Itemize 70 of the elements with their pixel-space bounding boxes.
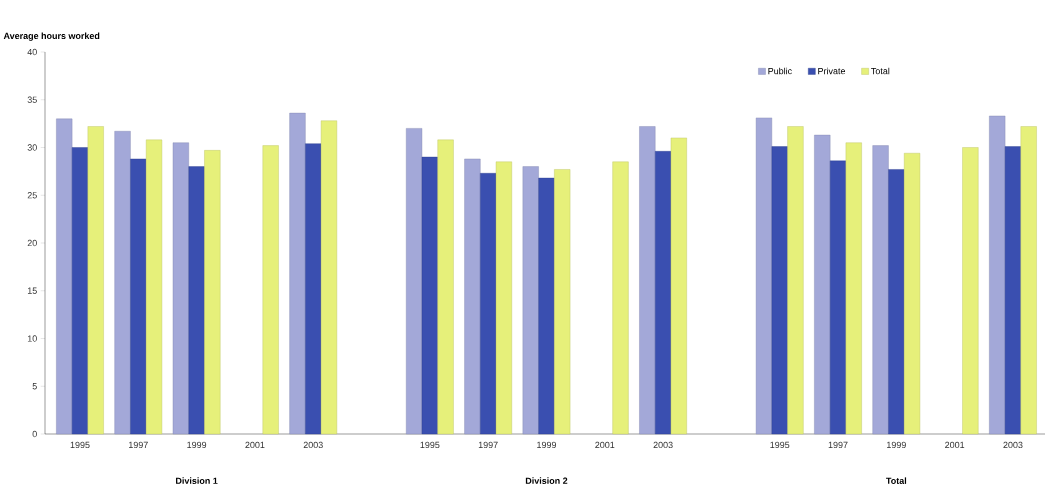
bar	[145, 139, 163, 435]
bar	[130, 158, 147, 435]
legend-label: Public	[768, 67, 792, 75]
bar	[989, 115, 1006, 435]
bar	[962, 147, 979, 435]
x-tick-label: 2003	[303, 441, 323, 449]
bar	[670, 137, 687, 435]
bar	[305, 143, 322, 435]
x-tick-label: 2003	[653, 441, 673, 449]
y-tick-label: 25	[27, 192, 37, 199]
y-tick-label: 5	[32, 383, 37, 390]
x-tick-label: 2001	[945, 441, 965, 449]
y-tick-label: 20	[27, 239, 37, 247]
bar	[71, 147, 89, 435]
x-tick-label: 1999	[187, 441, 207, 449]
bar	[464, 158, 481, 435]
bar	[787, 126, 804, 435]
bar	[87, 126, 104, 435]
x-tick-label: 1995	[70, 441, 90, 449]
bar	[495, 161, 512, 435]
bar	[172, 142, 189, 435]
bar	[655, 151, 672, 435]
bar	[888, 169, 905, 435]
bar	[406, 128, 423, 435]
legend-label: Total	[871, 67, 890, 75]
x-tick-label: 2001	[595, 441, 615, 449]
bar	[320, 120, 338, 435]
y-tick-label: 0	[32, 430, 37, 438]
x-tick-label: 1999	[887, 441, 906, 449]
x-tick-label: 1997	[828, 441, 848, 449]
x-tick-label: 1999	[537, 441, 557, 449]
x-tick-label: 1997	[129, 441, 148, 449]
bar	[845, 142, 862, 435]
x-tick-label: 1997	[478, 441, 498, 449]
y-tick-label: 30	[27, 144, 37, 151]
bar	[771, 146, 788, 435]
x-tick-label: 1995	[770, 441, 790, 449]
x-tick-label: 2001	[245, 441, 265, 449]
y-tick-label: 40	[27, 48, 37, 56]
bar	[538, 177, 555, 435]
bar	[188, 166, 205, 435]
bar	[522, 166, 539, 435]
text: Division 1	[176, 477, 218, 484]
y-tick-label: 10	[27, 335, 37, 342]
bar	[612, 161, 629, 435]
bar	[114, 131, 131, 435]
text: Total	[886, 477, 907, 484]
x-tick-label: 1995	[420, 441, 440, 449]
bar	[554, 169, 571, 435]
bar	[639, 126, 656, 435]
x-tick-label: 2003	[1003, 441, 1023, 449]
bar	[437, 139, 454, 435]
bar	[829, 160, 847, 435]
bar	[421, 156, 438, 435]
bar	[204, 150, 221, 435]
bar	[814, 134, 831, 435]
bar	[289, 112, 306, 435]
y-tick-label: 15	[27, 287, 37, 294]
y-tick-label: 35	[27, 96, 37, 103]
bar	[56, 118, 73, 435]
bar	[904, 153, 921, 435]
bar	[1020, 126, 1037, 435]
text: Division 2	[525, 477, 568, 484]
bar	[1004, 146, 1022, 435]
bar	[262, 145, 279, 435]
y-axis-title: Average hours worked	[3, 32, 100, 41]
bar	[755, 117, 773, 435]
bar	[872, 145, 889, 435]
legend-label: Private	[818, 67, 846, 75]
bar	[480, 173, 497, 435]
